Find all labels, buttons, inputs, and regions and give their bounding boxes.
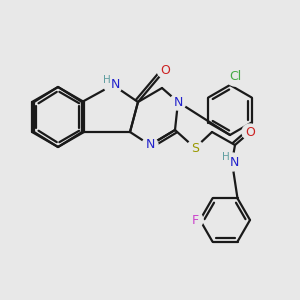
Text: H: H bbox=[103, 75, 111, 85]
Circle shape bbox=[223, 153, 241, 171]
Text: S: S bbox=[191, 142, 199, 154]
Circle shape bbox=[142, 137, 158, 153]
Circle shape bbox=[187, 140, 203, 156]
Text: F: F bbox=[191, 214, 199, 226]
Circle shape bbox=[187, 212, 203, 228]
Text: O: O bbox=[245, 125, 255, 139]
Circle shape bbox=[104, 76, 122, 94]
Text: N: N bbox=[145, 139, 155, 152]
Text: N: N bbox=[173, 95, 183, 109]
Circle shape bbox=[170, 94, 186, 110]
Circle shape bbox=[242, 124, 258, 140]
Text: O: O bbox=[160, 64, 170, 76]
Circle shape bbox=[157, 62, 173, 78]
Text: Cl: Cl bbox=[229, 70, 241, 83]
Circle shape bbox=[226, 68, 244, 86]
Text: H: H bbox=[222, 152, 230, 162]
Text: N: N bbox=[110, 79, 120, 92]
Text: N: N bbox=[229, 155, 239, 169]
